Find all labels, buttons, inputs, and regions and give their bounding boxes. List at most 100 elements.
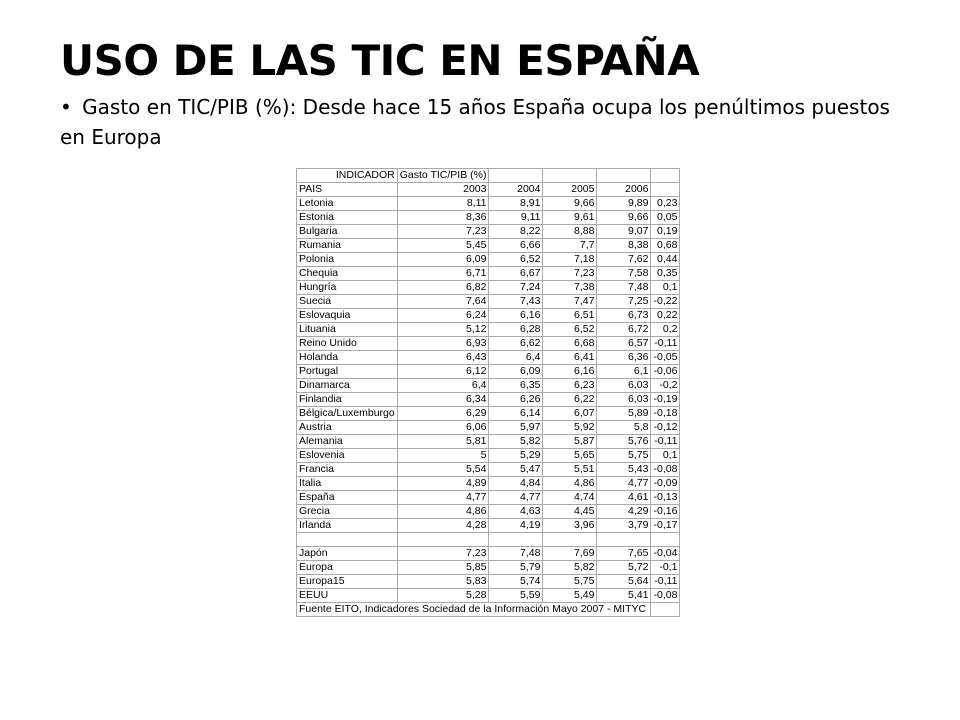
table-row: España 4,77 4,77 4,74 4,61 -0,13 bbox=[296, 490, 681, 505]
value-cell: 4,77 bbox=[488, 490, 544, 505]
value-cell: 5,45 bbox=[396, 238, 490, 253]
change-cell: -0,08 bbox=[650, 588, 681, 603]
value-cell: 7,23 bbox=[396, 224, 490, 239]
value-cell: 6,16 bbox=[542, 364, 598, 379]
table-row: Estonia 8,36 9,11 9,61 9,66 0,05 bbox=[296, 210, 681, 225]
change-cell: 0,35 bbox=[650, 266, 681, 281]
value-cell: 7,58 bbox=[596, 266, 652, 281]
value-cell: 6,4 bbox=[488, 350, 544, 365]
value-cell: 5,83 bbox=[396, 574, 490, 589]
empty-cell bbox=[650, 602, 681, 617]
value-cell: 7,64 bbox=[396, 294, 490, 309]
country-cell: España bbox=[296, 490, 398, 505]
table-body: Letonia 8,11 8,91 9,66 9,89 0,23 Estonia 8,36 9,… bbox=[296, 196, 681, 603]
bullet-text: Gasto en TIC/PIB (%): Desde hace 15 años… bbox=[60, 95, 890, 149]
value-cell: 7,48 bbox=[596, 280, 652, 295]
value-cell: 7,65 bbox=[596, 546, 652, 561]
table-row: Chequia 6,71 6,67 7,23 7,58 0,35 bbox=[296, 266, 681, 281]
value-cell: 6,09 bbox=[396, 252, 490, 267]
value-cell: 6,66 bbox=[488, 238, 544, 253]
country-cell: Europa15 bbox=[296, 574, 398, 589]
value-cell: 6,4 bbox=[396, 378, 490, 393]
value-cell: 4,63 bbox=[488, 504, 544, 519]
value-cell: 8,36 bbox=[396, 210, 490, 225]
header-row: PAIS 2003 2004 2005 2006 bbox=[296, 182, 681, 197]
value-cell: 7,23 bbox=[396, 546, 490, 561]
change-cell: -0,09 bbox=[650, 476, 681, 491]
table-row: Hungría 6,82 7,24 7,38 7,48 0,1 bbox=[296, 280, 681, 295]
value-cell: 7,18 bbox=[542, 252, 598, 267]
value-cell: 8,11 bbox=[396, 196, 490, 211]
country-cell: Rumania bbox=[296, 238, 398, 253]
value-cell: 6,93 bbox=[396, 336, 490, 351]
value-cell bbox=[488, 532, 544, 547]
value-cell bbox=[542, 532, 598, 547]
value-cell: 9,89 bbox=[596, 196, 652, 211]
table-row: Grecia 4,86 4,63 4,45 4,29 -0,16 bbox=[296, 504, 681, 519]
table-row: EEUU 5,28 5,59 5,49 5,41 -0,08 bbox=[296, 588, 681, 603]
value-cell: 6,51 bbox=[542, 308, 598, 323]
value-cell: 8,88 bbox=[542, 224, 598, 239]
country-cell: Grecia bbox=[296, 504, 398, 519]
country-cell: Japón bbox=[296, 546, 398, 561]
value-cell: 5,89 bbox=[596, 406, 652, 421]
country-cell: Eslovenia bbox=[296, 448, 398, 463]
value-cell: 5,85 bbox=[396, 560, 490, 575]
value-cell: 5,29 bbox=[488, 448, 544, 463]
country-cell: Suecia bbox=[296, 294, 398, 309]
country-cell: Hungría bbox=[296, 280, 398, 295]
value-cell: 5,74 bbox=[488, 574, 544, 589]
value-cell: 6,14 bbox=[488, 406, 544, 421]
table-row: Bélgica/Luxemburgo 6,29 6,14 6,07 5,89 -0,18 bbox=[296, 406, 681, 421]
country-cell: Francia bbox=[296, 462, 398, 477]
empty-cell bbox=[596, 168, 652, 183]
tic-gdp-table: INDICADOR Gasto TIC/PIB (%) PAIS 2003 20… bbox=[295, 168, 681, 617]
value-cell: 5,72 bbox=[596, 560, 652, 575]
value-cell: 3,79 bbox=[596, 518, 652, 533]
country-cell: Portugal bbox=[296, 364, 398, 379]
value-cell: 4,61 bbox=[596, 490, 652, 505]
value-cell: 6,41 bbox=[542, 350, 598, 365]
table-row: Eslovaquia 6,24 6,16 6,51 6,73 0,22 bbox=[296, 308, 681, 323]
table-row: Europa 5,85 5,79 5,82 5,72 -0,1 bbox=[296, 560, 681, 575]
value-cell: 3,96 bbox=[542, 518, 598, 533]
value-cell: 7,7 bbox=[542, 238, 598, 253]
value-cell: 8,38 bbox=[596, 238, 652, 253]
value-cell: 6,07 bbox=[542, 406, 598, 421]
empty-cell bbox=[650, 168, 681, 183]
country-cell: Chequia bbox=[296, 266, 398, 281]
value-cell: 5,87 bbox=[542, 434, 598, 449]
value-cell: 6,03 bbox=[596, 392, 652, 407]
table-row: Europa15 5,83 5,74 5,75 5,64 -0,11 bbox=[296, 574, 681, 589]
value-cell: 6,28 bbox=[488, 322, 544, 337]
country-cell: Eslovaquia bbox=[296, 308, 398, 323]
value-cell: 6,1 bbox=[596, 364, 652, 379]
value-cell: 6,06 bbox=[396, 420, 490, 435]
value-cell: 6,12 bbox=[396, 364, 490, 379]
change-cell: 0,05 bbox=[650, 210, 681, 225]
value-cell: 9,66 bbox=[542, 196, 598, 211]
value-cell: 4,77 bbox=[396, 490, 490, 505]
empty-cell bbox=[488, 168, 544, 183]
value-cell: 6,03 bbox=[596, 378, 652, 393]
value-cell: 5,65 bbox=[542, 448, 598, 463]
indicator-value: Gasto TIC/PIB (%) bbox=[396, 168, 490, 183]
change-cell bbox=[650, 532, 681, 547]
value-cell: 6,35 bbox=[488, 378, 544, 393]
slide-title: USO DE LAS TIC EN ESPAÑA bbox=[60, 36, 700, 85]
indicator-label: INDICADOR bbox=[296, 168, 398, 183]
change-cell: 0,23 bbox=[650, 196, 681, 211]
country-cell: Italia bbox=[296, 476, 398, 491]
change-cell: -0,2 bbox=[650, 378, 681, 393]
value-cell: 6,52 bbox=[488, 252, 544, 267]
value-cell: 5,12 bbox=[396, 322, 490, 337]
table-row: Finlandia 6,34 6,26 6,22 6,03 -0,19 bbox=[296, 392, 681, 407]
value-cell: 6,22 bbox=[542, 392, 598, 407]
change-cell: -0,11 bbox=[650, 336, 681, 351]
value-cell: 5,82 bbox=[542, 560, 598, 575]
value-cell: 6,34 bbox=[396, 392, 490, 407]
value-cell: 5,49 bbox=[542, 588, 598, 603]
value-cell: 6,43 bbox=[396, 350, 490, 365]
country-cell: EEUU bbox=[296, 588, 398, 603]
country-cell: Dinamarca bbox=[296, 378, 398, 393]
